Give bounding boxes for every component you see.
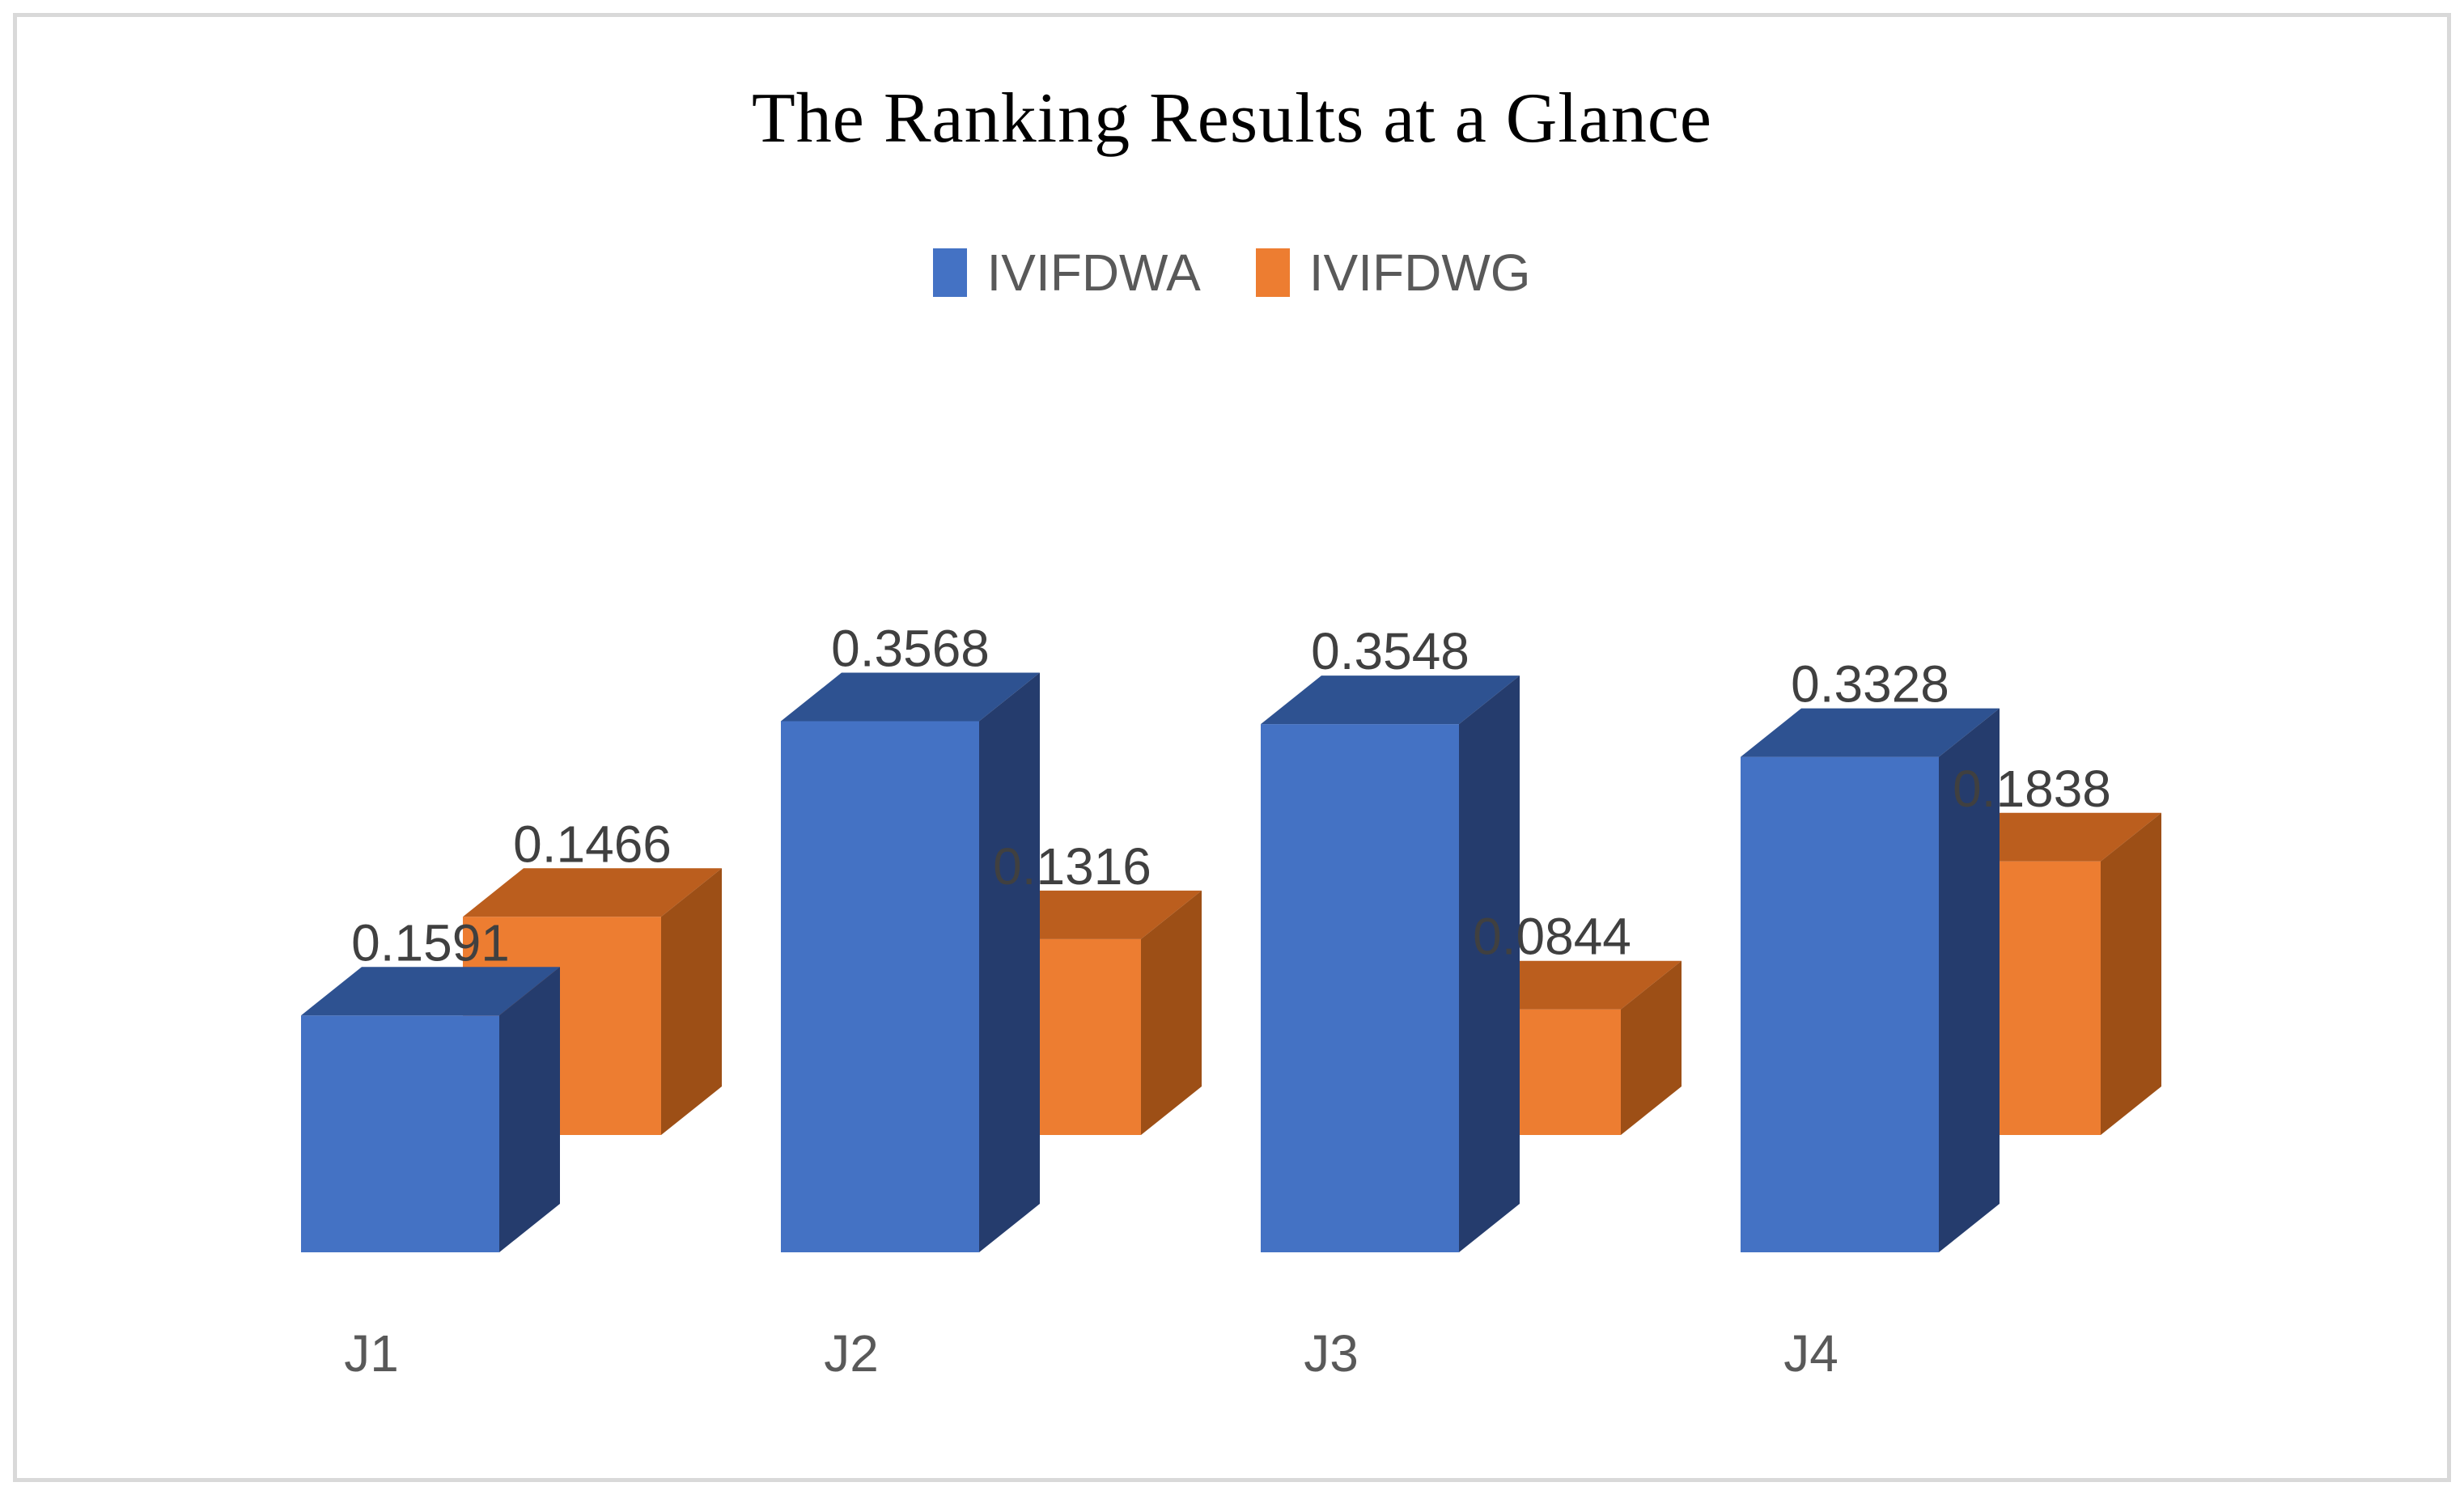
legend-swatch-orange-icon — [1255, 248, 1290, 297]
bar-J3-IVIFDWG-side — [1621, 960, 1682, 1135]
bar-J1-IVIFDWG-top — [463, 868, 722, 917]
bar-J4-IVIFDWA-side — [1939, 708, 2000, 1252]
chart-legend: IVIFDWA IVIFDWG — [0, 243, 2464, 303]
legend-label-ivifdwa: IVIFDWA — [986, 244, 1201, 302]
category-label-J1: J1 — [344, 1324, 399, 1383]
bar-J1-IVIFDWA-front — [301, 1015, 499, 1252]
data-label-J2-IVIFDWG: 0.1316 — [993, 837, 1151, 896]
bar-J1-IVIFDWA-side — [499, 967, 560, 1252]
legend-swatch-blue-icon — [933, 248, 968, 297]
data-label-J3-IVIFDWA: 0.3548 — [1311, 622, 1469, 680]
bar-J2-IVIFDWG-side — [1141, 890, 1202, 1135]
category-label-J2: J2 — [824, 1324, 879, 1383]
legend-entry-ivifdwg: IVIFDWG — [1255, 243, 1531, 303]
bar-J1-IVIFDWG-side — [661, 868, 722, 1135]
bar-J3-IVIFDWA-front — [1261, 724, 1459, 1252]
bar-J4-IVIFDWA-front — [1741, 756, 1939, 1252]
bar-J4-IVIFDWG-side — [2101, 812, 2161, 1135]
bar-J2-IVIFDWA-top — [781, 672, 1040, 722]
data-label-J1-IVIFDWA: 0.1591 — [351, 913, 510, 972]
bar-J2-IVIFDWA-front — [781, 721, 979, 1252]
data-label-J2-IVIFDWA: 0.3568 — [831, 619, 990, 677]
bar-J4-IVIFDWA-top — [1741, 708, 2000, 757]
bar-J1-IVIFDWA-top — [301, 967, 560, 1016]
data-label-J1-IVIFDWG: 0.1466 — [513, 815, 672, 873]
legend-label-ivifdwg: IVIFDWG — [1308, 244, 1531, 302]
data-label-J4-IVIFDWG: 0.1838 — [1953, 760, 2111, 818]
bar-J2-IVIFDWA-side — [979, 672, 1040, 1252]
category-label-J3: J3 — [1304, 1324, 1359, 1383]
data-label-J3-IVIFDWG: 0.0844 — [1473, 908, 1631, 966]
category-label-J4: J4 — [1783, 1324, 1838, 1383]
chart-title: The Ranking Results at a Glance — [752, 79, 1712, 158]
bar-J3-IVIFDWA-top — [1261, 676, 1520, 725]
bar-J3-IVIFDWA-side — [1459, 676, 1520, 1252]
data-label-J4-IVIFDWA: 0.3328 — [1791, 655, 1949, 714]
legend-entry-ivifdwa: IVIFDWA — [933, 243, 1201, 303]
